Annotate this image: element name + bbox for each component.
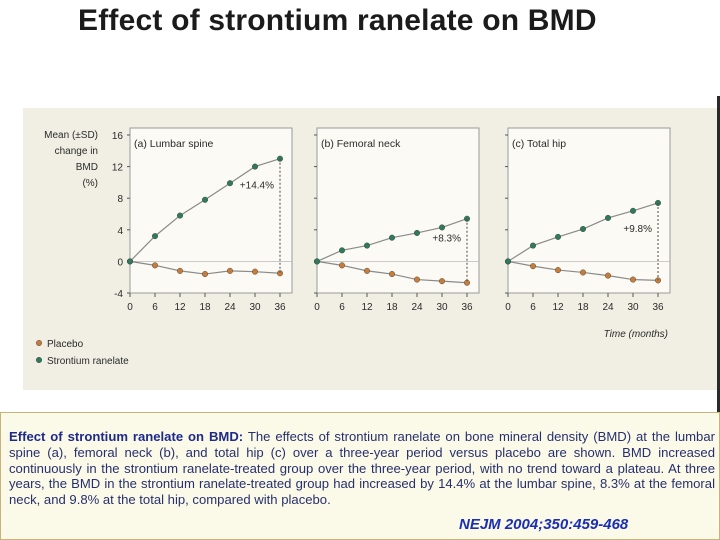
strontium-point (414, 229, 421, 236)
y-tick-label: 4 (117, 226, 123, 237)
slide-divider (717, 96, 720, 412)
bmd-chart: Mean (±SD) change in BMD (%) 0 6 12 18 24 30 36 16 1… (35, 127, 671, 367)
strontium-point (364, 242, 371, 249)
x-tick-label: 18 (386, 302, 398, 313)
x-tick-label: 30 (249, 302, 261, 313)
placebo-point (339, 262, 346, 269)
y-tick-label: 16 (112, 131, 124, 142)
x-tick-label: 24 (602, 302, 614, 313)
placebo-point (580, 269, 587, 276)
y-axis-label: Mean (±SD) (44, 130, 98, 141)
x-tick-label: 36 (461, 302, 473, 313)
strontium-point (251, 163, 258, 170)
y-axis-label: (%) (82, 178, 98, 189)
x-tick-label: 6 (530, 302, 536, 313)
slide-title: Effect of strontium ranelate on BMD (78, 4, 597, 37)
strontium-point (505, 258, 512, 265)
strontium-point (126, 258, 133, 265)
placebo-point (530, 263, 537, 270)
strontium-point (439, 224, 446, 231)
placebo-point (276, 270, 283, 277)
y-tick-label: 8 (117, 194, 123, 205)
legend-placebo-marker (35, 339, 42, 346)
x-tick-label: 24 (411, 302, 423, 313)
strontium-point (389, 234, 396, 241)
citation: NEJM 2004;350:459-468 (459, 516, 629, 533)
y-tick-label: -4 (114, 289, 123, 300)
x-tick-label: 24 (224, 302, 236, 313)
placebo-point (226, 267, 233, 274)
bmd-figure: Mean (±SD) change in BMD (%) 0 6 12 18 24 30 36 16 1… (23, 108, 720, 390)
placebo-point (364, 267, 371, 274)
placebo-point (389, 271, 396, 278)
placebo-point (555, 267, 562, 274)
x-tick-label: 30 (627, 302, 639, 313)
x-tick-label: 0 (314, 302, 320, 313)
x-axis-label: Time (months) (604, 329, 668, 340)
strontium-point (226, 180, 233, 187)
legend-placebo: Placebo (47, 339, 84, 350)
legend-strontium-marker (35, 356, 42, 363)
difference-annotation: +9.8% (623, 224, 652, 235)
strontium-point (339, 247, 346, 254)
x-tick-label: 30 (436, 302, 448, 313)
caption-lead: Effect of strontium ranelate on BMD: (9, 429, 244, 444)
strontium-point (151, 233, 158, 240)
placebo-point (464, 279, 471, 286)
strontium-point (555, 233, 562, 240)
strontium-point (630, 207, 637, 214)
panel-title: (a) Lumbar spine (134, 138, 214, 150)
panel-title: (c) Total hip (512, 138, 566, 150)
panel-title: (b) Femoral neck (321, 138, 401, 150)
placebo-point (414, 276, 421, 283)
x-tick-label: 12 (174, 302, 186, 313)
x-tick-label: 18 (199, 302, 211, 313)
placebo-point (151, 262, 158, 269)
strontium-point (176, 212, 183, 219)
strontium-point (530, 242, 537, 249)
x-tick-label: 18 (577, 302, 589, 313)
y-axis-label: change in (55, 146, 98, 157)
x-tick-label: 6 (152, 302, 158, 313)
caption-text: Effect of strontium ranelate on BMD: The… (9, 429, 715, 508)
placebo-point (630, 276, 637, 283)
y-axis-label: BMD (76, 162, 98, 173)
strontium-point (464, 215, 471, 222)
placebo-point (251, 268, 258, 275)
caption-body: The effects of strontium ranelate on bon… (9, 429, 715, 508)
placebo-point (176, 267, 183, 274)
strontium-point (314, 258, 321, 265)
x-tick-label: 36 (652, 302, 664, 313)
x-tick-label: 36 (274, 302, 286, 313)
placebo-point (439, 278, 446, 285)
legend-strontium: Strontium ranelate (47, 356, 129, 367)
placebo-point (605, 272, 612, 279)
difference-annotation: +14.4% (240, 180, 274, 191)
strontium-point (580, 226, 587, 233)
y-tick-label: 0 (117, 257, 123, 268)
x-tick-label: 12 (552, 302, 564, 313)
strontium-point (201, 196, 208, 203)
strontium-point (605, 214, 612, 221)
placebo-point (201, 271, 208, 278)
x-tick-label: 6 (339, 302, 345, 313)
difference-annotation: +8.3% (432, 233, 461, 244)
figure-caption: Effect of strontium ranelate on BMD: The… (0, 412, 720, 540)
strontium-point (276, 155, 283, 162)
x-tick-label: 0 (127, 302, 133, 313)
x-tick-label: 0 (505, 302, 511, 313)
x-tick-label: 12 (361, 302, 373, 313)
y-tick-label: 12 (112, 163, 124, 174)
